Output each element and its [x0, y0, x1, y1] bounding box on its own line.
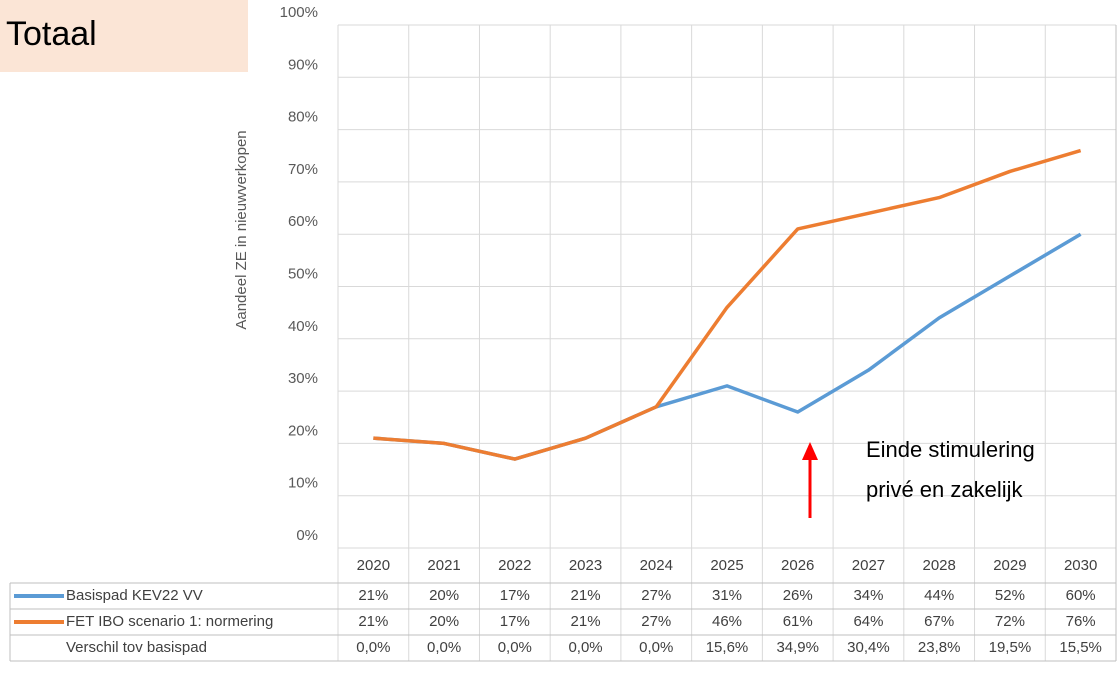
legend-label: FET IBO scenario 1: normering: [66, 613, 273, 630]
series-line: [373, 148, 1082, 461]
y-tick-label: 50%: [288, 265, 318, 282]
x-tick-label: 2021: [427, 557, 460, 574]
data-label: 21%: [358, 613, 388, 630]
data-label: 46%: [712, 613, 742, 630]
x-tick-label: 2028: [922, 557, 955, 574]
data-label: 0,0%: [568, 639, 602, 656]
data-label: 23,8%: [918, 639, 961, 656]
x-tick-label: 2023: [569, 557, 602, 574]
title-box: [0, 0, 248, 72]
data-label: 60%: [1066, 587, 1096, 604]
x-tick-label: 2026: [781, 557, 814, 574]
annotation-arrowhead: [802, 442, 818, 460]
y-tick-label: 40%: [288, 318, 318, 335]
data-label: 76%: [1066, 613, 1096, 630]
annotation: Einde stimulering: [866, 437, 1035, 462]
data-label: 61%: [783, 613, 813, 630]
annotation: privé en zakelijk: [866, 477, 1024, 502]
y-tick-label: 70%: [288, 161, 318, 178]
data-label: 21%: [358, 587, 388, 604]
y-tick-label: 0%: [296, 527, 318, 544]
data-label: 20%: [429, 587, 459, 604]
row-label: Verschil tov basispad: [66, 639, 207, 656]
data-label: 30,4%: [847, 639, 890, 656]
data-label: 0,0%: [356, 639, 390, 656]
legend-label: Basispad KEV22 VV: [66, 587, 203, 604]
data-label: 21%: [571, 613, 601, 630]
x-tick-label: 2022: [498, 557, 531, 574]
x-tick-label: 2025: [710, 557, 743, 574]
data-label: 27%: [641, 587, 671, 604]
y-axis-label: Aandeel ZE in nieuwverkopen: [233, 130, 250, 329]
x-tick-label: 2029: [993, 557, 1026, 574]
data-label: 72%: [995, 613, 1025, 630]
data-label: 64%: [853, 613, 883, 630]
y-tick-label: 10%: [288, 475, 318, 492]
y-tick-label: 30%: [288, 370, 318, 387]
data-label: 17%: [500, 613, 530, 630]
data-label: 34%: [853, 587, 883, 604]
data-label: 15,5%: [1059, 639, 1102, 656]
data-label: 0,0%: [498, 639, 532, 656]
data-label: 17%: [500, 587, 530, 604]
data-label: 0,0%: [639, 639, 673, 656]
data-label: 34,9%: [776, 639, 819, 656]
data-label: 0,0%: [427, 639, 461, 656]
data-label: 15,6%: [706, 639, 749, 656]
data-label: 67%: [924, 613, 954, 630]
y-tick-label: 100%: [280, 4, 318, 21]
x-tick-label: 2030: [1064, 557, 1097, 574]
y-tick-label: 20%: [288, 422, 318, 439]
data-label: 52%: [995, 587, 1025, 604]
data-label: 27%: [641, 613, 671, 630]
data-label: 44%: [924, 587, 954, 604]
y-tick-label: 60%: [288, 213, 318, 230]
x-tick-label: 2024: [640, 557, 673, 574]
data-label: 31%: [712, 587, 742, 604]
x-tick-label: 2020: [357, 557, 390, 574]
plot: 0% 10% 20% 30% 40% 50% 60% 70% 80% 90% 100% 2020 202…: [9, 4, 1117, 662]
x-tick-label: 2027: [852, 557, 885, 574]
data-label: 19,5%: [989, 639, 1032, 656]
y-tick-label: 80%: [288, 109, 318, 126]
chart-title: Totaal: [6, 15, 97, 53]
data-label: 21%: [571, 587, 601, 604]
data-label: 26%: [783, 587, 813, 604]
data-label: 20%: [429, 613, 459, 630]
y-tick-label: 90%: [288, 56, 318, 73]
